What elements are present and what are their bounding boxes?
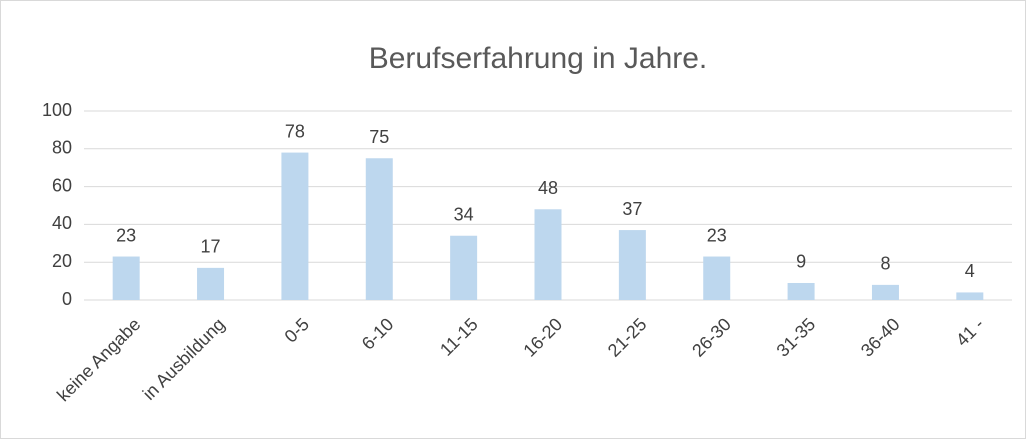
bar [534,209,562,300]
chart-title: Berufserfahrung in Jahre. [369,42,708,75]
bar [365,158,393,300]
data-label: 78 [285,121,305,141]
y-tick-label: 0 [62,289,72,309]
y-tick-label: 80 [52,138,72,158]
bar [956,292,984,300]
data-label: 17 [201,237,221,257]
bar [281,152,309,300]
data-label: 34 [454,204,474,224]
y-tick-label: 40 [52,213,72,233]
y-tick-label: 20 [52,251,72,271]
bar [703,256,731,300]
data-label: 37 [622,199,642,219]
bar [787,282,815,300]
data-label: 4 [965,261,975,281]
data-label: 48 [538,178,558,198]
bar [197,267,225,300]
bar [112,256,140,300]
data-label: 23 [707,225,727,245]
y-tick-label: 60 [52,175,72,195]
data-label: 75 [369,127,389,147]
data-label: 8 [880,254,890,274]
bar [618,230,646,300]
data-label: 23 [116,225,136,245]
bar [871,284,899,300]
data-label: 9 [796,252,806,272]
y-tick-label: 100 [42,100,72,120]
bar [450,235,478,300]
